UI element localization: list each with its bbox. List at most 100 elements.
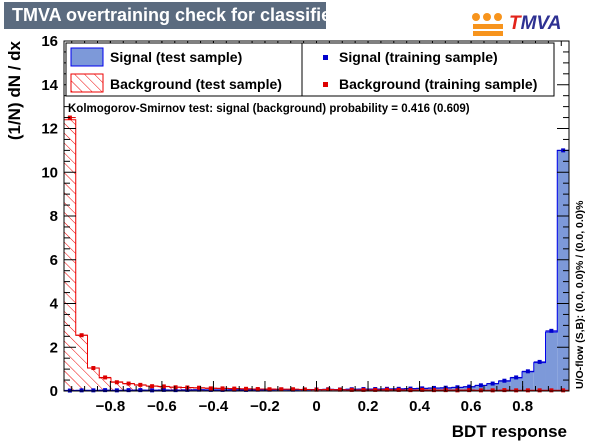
background-training-point [244,386,249,391]
signal-training-point [502,378,507,383]
x-tick-label: 0.8 [512,398,533,415]
x-tick-label: 0.6 [461,398,482,415]
background-test-outline [63,119,570,391]
background-training-point [267,387,272,392]
x-tick-label: −0.6 [147,398,177,415]
background-training-point [349,387,354,392]
y-tick-label: 2 [50,339,58,356]
background-training-point [337,387,342,392]
background-training-point [291,387,296,392]
legend-training-box [301,42,555,97]
signal-training-point [455,385,460,390]
ks-test-text: Kolmogorov-Smirnov test: signal (backgro… [68,103,470,115]
chart-title: TMVA overtraining check for classifier: … [4,2,386,29]
y-tick-label: 16 [41,33,58,50]
background-test-bar [87,368,100,391]
background-training-point [138,382,143,387]
signal-training-point [161,387,166,392]
signal-test-bar [533,362,546,391]
x-tick-label: −0.2 [250,398,280,415]
background-training-point [408,388,413,393]
legend-signal-test-label: Signal (test sample) [110,49,242,65]
y-tick-label: 8 [50,208,58,225]
tmva-logo [472,13,503,36]
background-training-point [91,366,96,371]
signal-training-point [126,388,131,393]
signal-training-point [549,328,554,333]
background-training-point [525,388,530,393]
signal-test-bar [486,383,499,391]
signal-training-point [467,384,472,389]
legend-signal-training-label: Signal (training sample) [339,49,498,65]
legend-background-test-label: Background (test sample) [110,76,282,92]
signal-test-bar [522,371,534,391]
y-tick-label: 14 [41,77,58,94]
signal-training-point [478,383,483,388]
legend-background-test-swatch [70,73,104,93]
background-training-point [467,388,472,393]
signal-test-bar [545,331,558,391]
background-training-point [478,388,483,393]
signal-training-point [103,388,108,393]
tmva-logo-text: TMVA [509,13,562,34]
background-training-point [431,388,436,393]
background-training-point [420,387,425,392]
signal-test-outline [63,149,570,391]
background-training-point [150,384,155,389]
x-tick-label: 0 [312,398,320,415]
background-test-bar [134,385,147,391]
background-test-bar [75,335,88,391]
signal-training-point [431,385,436,390]
background-test-bar [99,377,111,391]
x-tick-label: 0.4 [409,398,431,415]
background-training-point [361,387,366,392]
signal-training-point [91,388,96,393]
background-training-point [537,388,542,393]
background-test-bar [122,383,135,391]
background-training-point [197,385,202,390]
y-tick-label: 4 [50,296,59,313]
background-training-point [561,388,566,393]
signal-training-point [525,369,530,374]
signal-training-point [173,388,178,393]
y-axis-label: (1/N) dN / dx [5,40,24,140]
x-tick-label: −0.4 [199,398,229,415]
legend-signal-training-marker [323,55,328,60]
legend-background-training-label: Background (training sample) [339,76,537,92]
signal-training-point [490,381,495,386]
background-training-point [173,385,178,390]
background-training-point [255,387,260,392]
background-training-point [161,384,166,389]
y-tick-label: 10 [41,164,58,181]
signal-training-point [114,388,119,393]
background-training-point [384,387,389,392]
y-tick-label: 12 [41,121,58,138]
legend-signal-test-swatch [70,47,104,67]
background-test-bar [64,119,76,391]
background-training-point [279,387,284,392]
background-training-point [373,387,378,392]
background-training-point [490,388,495,393]
background-training-point [232,386,237,391]
signal-training-point [79,388,84,393]
background-training-point [455,388,460,393]
background-training-point [502,388,507,393]
signal-test-bar [475,385,487,391]
x-axis-label: BDT response [452,422,567,441]
background-training-point [549,388,554,393]
signal-training-point [537,359,542,364]
legend-test-box [65,42,303,97]
background-training-point [396,387,401,392]
background-training-point [302,387,307,392]
signal-training-point [138,388,143,393]
background-training-point [126,381,131,386]
background-training-point [208,386,213,391]
background-test-bar [110,381,123,391]
legend-background-training-marker [323,82,328,87]
signal-training-point [150,388,155,393]
signal-test-bar [510,377,523,391]
signal-test-bar [498,381,511,391]
background-training-point [114,380,119,385]
x-tick-label: −0.8 [96,398,126,415]
x-tick-label: 0.2 [358,398,379,415]
